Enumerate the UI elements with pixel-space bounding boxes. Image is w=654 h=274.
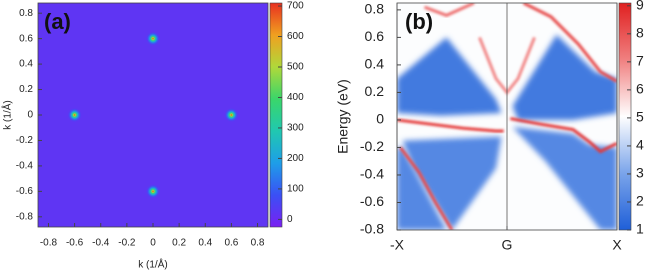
spot [67,108,82,122]
band-line [423,3,475,18]
colorbar-tick-label: 4 [636,137,644,153]
y-tick-label: -0.4 [360,166,384,182]
x-tick-label: -0.6 [66,238,84,249]
y-tick-label: -0.2 [16,135,34,146]
spot [224,108,239,122]
y-tick-label: 0.2 [19,84,33,95]
x-tick-label: 0.2 [172,238,186,249]
colorbar-tick-label: 1 [636,221,644,237]
colorbar-tick-label: 400 [287,92,304,103]
y-tick-label: 0.2 [365,83,385,99]
x-tick-label: -0.2 [118,238,136,249]
band-line [397,118,504,133]
y-axis-label: Energy (eV) [335,79,351,154]
bulk-region [512,34,617,120]
bulk-region [512,126,617,230]
spot [146,184,160,199]
colorbar-tick-label: 100 [287,184,304,195]
colorbar-tick-label: 6 [636,81,644,97]
plot-area [38,3,268,227]
y-tick-label: 0 [376,111,384,127]
y-tick-label: 0.6 [365,28,385,44]
y-tick-label: 0.8 [19,8,33,19]
x-tick-label: X [612,237,622,253]
spot [146,31,160,46]
y-tick-label: -0.8 [360,221,384,237]
panel-title: (a) [44,9,71,34]
band-line [510,117,617,154]
colorbar-tick-label: 500 [287,62,304,73]
band-line [522,3,617,83]
band-line [399,146,454,230]
x-tick-label: 0 [150,238,156,249]
colorbar-tick-label: 7 [636,53,644,69]
colorbar-tick-label: 300 [287,123,304,134]
colorbar-tick-label: 2 [636,193,644,209]
colorbar-tick-label: 200 [287,153,304,164]
colorbar-tick-label: 0 [287,214,293,225]
y-axis-label: k (1/Å) [1,100,14,129]
y-tick-label: 0.4 [365,56,385,72]
colorbar-tick-label: 700 [287,1,304,12]
colorbar-tick-label: 5 [636,109,644,125]
colorbar [269,2,283,228]
x-tick-label: 0.8 [251,238,265,249]
bulk-region [397,147,447,230]
panel-title: (b) [405,9,433,34]
x-tick-label: G [502,237,513,253]
colorbar-tick-label: 9 [636,0,644,13]
y-tick-label: -0.4 [16,161,34,172]
y-tick-label: 0.6 [19,33,33,44]
bulk-region [402,136,502,230]
y-tick-label: -0.6 [16,186,34,197]
x-tick-label: 0.4 [198,238,212,249]
y-tick-label: -0.8 [16,211,34,222]
x-tick-label: -0.4 [92,238,110,249]
colorbar-tick-label: 8 [636,25,644,41]
y-tick-label: -0.6 [360,193,384,209]
y-tick-label: -0.2 [360,138,384,154]
y-tick-label: 0.8 [365,1,385,17]
x-axis-label: k (1/Å) [138,258,167,271]
bulk-region [397,37,502,116]
y-tick-label: 0.4 [19,59,33,70]
x-tick-label: -0.8 [40,238,58,249]
colorbar [618,2,632,231]
colorbar-tick-label: 3 [636,165,644,181]
colorbar-tick-label: 600 [287,31,304,42]
y-tick-label: 0 [27,110,33,121]
x-tick-label: -X [390,237,405,253]
x-tick-label: 0.6 [224,238,238,249]
